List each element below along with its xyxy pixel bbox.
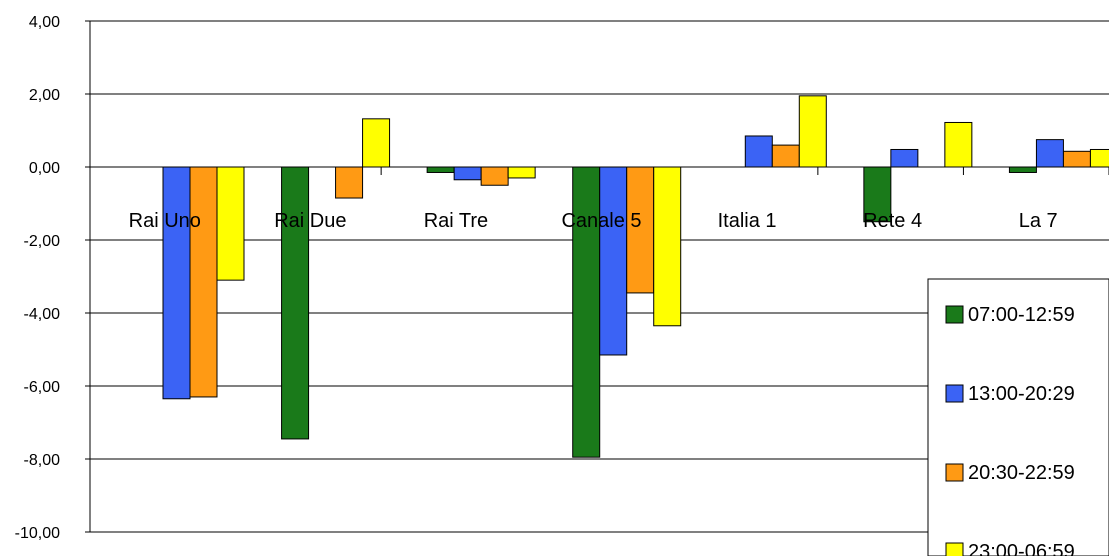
legend-swatch [945, 384, 964, 403]
category-label: Rai Uno [129, 210, 201, 232]
bar [1089, 148, 1109, 168]
legend-swatch [945, 463, 964, 482]
bar [1008, 166, 1037, 173]
legend-label: 23:00-06:59 [968, 541, 1075, 556]
bar [480, 166, 509, 186]
y-tick-label: -2,00 [24, 233, 61, 250]
bar [944, 121, 973, 168]
bar [162, 166, 191, 400]
y-tick-label: 4,00 [29, 14, 60, 31]
category-label: Rai Tre [424, 210, 488, 232]
y-tick-label: -10,00 [15, 525, 60, 542]
legend-box [927, 278, 1109, 556]
bar [426, 166, 455, 173]
bar [890, 148, 919, 168]
bar [453, 166, 482, 181]
y-tick-label: 2,00 [29, 87, 60, 104]
bar [281, 166, 310, 440]
y-tick-label: -4,00 [24, 306, 61, 323]
bar [599, 166, 628, 356]
bars [162, 95, 1109, 458]
category-label: Canale 5 [561, 210, 641, 232]
category-label: Rete 4 [863, 210, 922, 232]
bar [653, 166, 682, 327]
bar [798, 95, 827, 168]
bar [1062, 150, 1091, 168]
bar [189, 166, 218, 398]
bar [771, 144, 800, 168]
category-label: La 7 [1019, 210, 1058, 232]
bar [216, 166, 245, 281]
bar [507, 166, 536, 179]
legend-swatch [945, 542, 964, 556]
legend-label: 13:00-20:29 [968, 383, 1075, 405]
y-tick-labels: 4,00 2,00 0,00 -2,00 -4,00 -6,00 -8,00 -10,00 [15, 14, 60, 542]
bar [1035, 139, 1064, 168]
bar [335, 166, 364, 199]
bar [362, 118, 391, 168]
category-label: Rai Due [274, 210, 346, 232]
bar [572, 166, 601, 458]
legend-swatch [945, 305, 964, 324]
y-tick-label: 0,00 [29, 160, 60, 177]
legend: 07:00-12:59 13:00-20:29 20:30-22:59 23:00-0… [927, 278, 1109, 556]
category-labels: Rai Uno Rai Due Rai Tre Canale 5 Italia 1 Ret… [129, 210, 1058, 232]
category-label: Italia 1 [718, 210, 777, 232]
legend-label: 07:00-12:59 [968, 304, 1075, 326]
y-tick-label: -8,00 [24, 452, 61, 469]
bar [744, 135, 773, 168]
y-tick-label: -6,00 [24, 379, 61, 396]
legend-label: 20:30-22:59 [968, 462, 1075, 484]
bar [863, 166, 892, 223]
